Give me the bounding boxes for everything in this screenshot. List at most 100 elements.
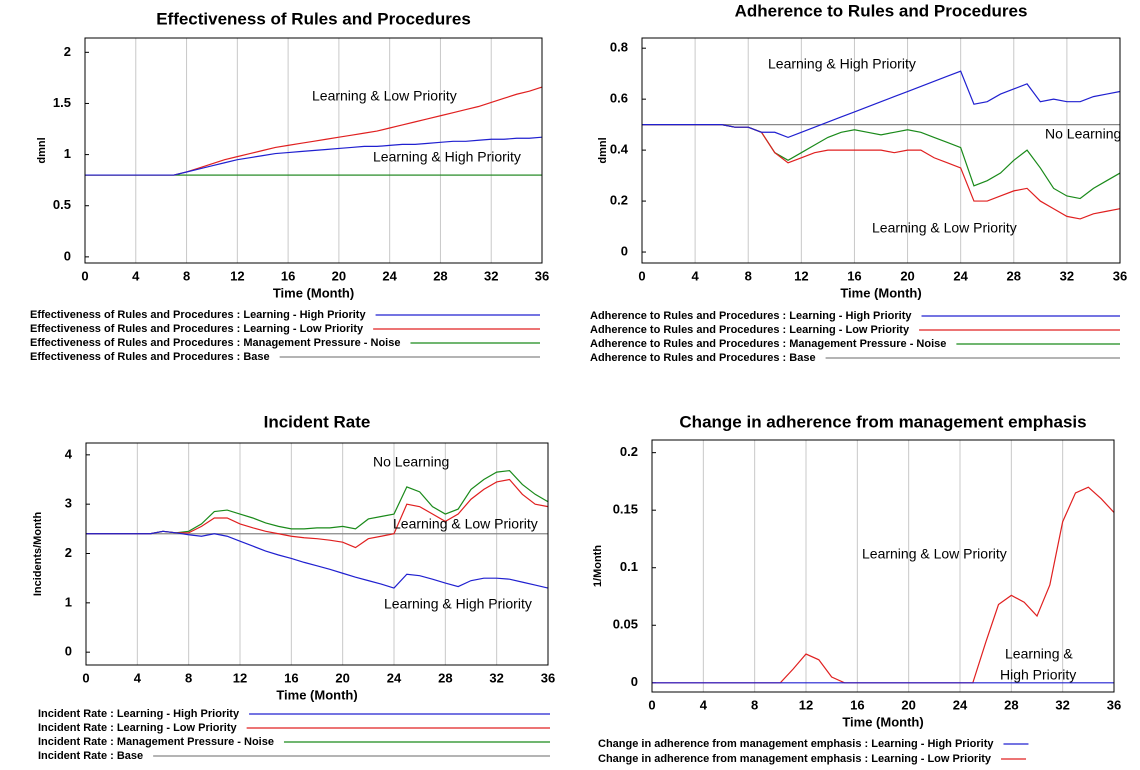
x-tick-label: 0 xyxy=(81,268,88,283)
x-axis-label: Time (Month) xyxy=(273,285,354,300)
x-tick-label: 12 xyxy=(233,670,247,685)
x-tick-label: 0 xyxy=(648,697,655,712)
annotation: Learning & Low Priority xyxy=(872,220,1017,236)
legend-label: Incident Rate : Learning - High Priority xyxy=(38,708,240,720)
y-tick-label: 0.8 xyxy=(610,40,628,55)
annotation: Learning & Low Priority xyxy=(862,546,1007,562)
x-tick-label: 8 xyxy=(745,268,752,283)
plot-frame xyxy=(641,37,1121,264)
x-tick-label: 4 xyxy=(691,268,699,283)
x-tick-label: 4 xyxy=(700,697,708,712)
y-axis-label: dmnl xyxy=(597,137,609,163)
x-tick-label: 8 xyxy=(751,697,758,712)
x-tick-label: 32 xyxy=(484,268,498,283)
y-tick-label: 0.1 xyxy=(620,559,638,574)
plot-area xyxy=(652,440,1114,692)
chart-title: Incident Rate xyxy=(264,412,371,431)
y-tick-label: 1 xyxy=(64,146,71,161)
y-tick-label: 3 xyxy=(65,496,72,511)
x-tick-label: 20 xyxy=(332,268,346,283)
x-tick-label: 36 xyxy=(535,268,549,283)
x-tick-label: 4 xyxy=(134,670,142,685)
x-tick-label: 12 xyxy=(799,697,813,712)
legend-label: Effectiveness of Rules and Procedures : … xyxy=(30,337,400,349)
x-tick-label: 4 xyxy=(132,268,140,283)
y-axis-label: 1/Month xyxy=(592,545,604,587)
x-tick-label: 28 xyxy=(1004,697,1018,712)
legend-label: Adherence to Rules and Procedures : Base xyxy=(590,352,816,364)
x-tick-label: 24 xyxy=(953,697,968,712)
plot-frame xyxy=(651,439,1115,693)
annotation: Learning & xyxy=(1005,646,1073,662)
legend-label: Effectiveness of Rules and Procedures : … xyxy=(30,323,364,335)
x-tick-label: 20 xyxy=(900,268,914,283)
x-tick-label: 20 xyxy=(335,670,349,685)
legend-label: Change in adherence from management emph… xyxy=(598,753,992,765)
y-tick-label: 0.6 xyxy=(610,91,628,106)
series-line xyxy=(85,136,543,176)
legend-label: Effectiveness of Rules and Procedures : … xyxy=(30,309,366,321)
legend-label: Adherence to Rules and Procedures : Mana… xyxy=(590,338,946,350)
x-tick-label: 16 xyxy=(281,268,295,283)
y-tick-label: 2 xyxy=(65,545,72,560)
legend-label: Incident Rate : Learning - Low Priority xyxy=(38,722,238,734)
x-tick-label: 12 xyxy=(794,268,808,283)
plot-area xyxy=(86,443,548,665)
x-axis-label: Time (Month) xyxy=(276,687,357,702)
plot-frame xyxy=(84,37,543,264)
y-tick-label: 0 xyxy=(65,644,72,659)
x-tick-label: 28 xyxy=(438,670,452,685)
y-tick-label: 0.5 xyxy=(53,197,71,212)
y-tick-label: 0.2 xyxy=(620,444,638,459)
y-tick-label: 0.05 xyxy=(613,617,638,632)
legend-label: Adherence to Rules and Procedures : Lear… xyxy=(590,310,912,322)
x-tick-label: 32 xyxy=(1060,268,1074,283)
plot-frame xyxy=(85,442,549,666)
legend-label: Change in adherence from management emph… xyxy=(598,738,994,750)
x-tick-label: 36 xyxy=(1113,268,1127,283)
x-tick-label: 8 xyxy=(185,670,192,685)
legend-label: Incident Rate : Management Pressure - No… xyxy=(38,736,274,748)
x-axis-label: Time (Month) xyxy=(842,714,923,729)
x-tick-label: 28 xyxy=(1007,268,1021,283)
y-tick-label: 0 xyxy=(64,248,71,263)
y-tick-label: 0.4 xyxy=(610,142,629,157)
annotation: High Priority xyxy=(1000,667,1076,683)
x-tick-label: 20 xyxy=(901,697,915,712)
annotation: No Learning xyxy=(1045,126,1121,142)
x-tick-label: 8 xyxy=(183,268,190,283)
y-tick-label: 0 xyxy=(631,674,638,689)
x-tick-label: 28 xyxy=(433,268,447,283)
x-tick-label: 0 xyxy=(638,268,645,283)
x-axis-label: Time (Month) xyxy=(840,285,921,300)
y-tick-label: 0.15 xyxy=(613,502,638,517)
legend-label: Effectiveness of Rules and Procedures : … xyxy=(30,351,270,363)
x-tick-label: 36 xyxy=(541,670,555,685)
x-tick-label: 24 xyxy=(382,268,397,283)
annotation: Learning & Low Priority xyxy=(312,88,457,104)
x-tick-label: 16 xyxy=(847,268,861,283)
annotation: Learning & Low Priority xyxy=(393,516,538,532)
y-axis-label: Incidents/Month xyxy=(32,512,44,597)
annotation: No Learning xyxy=(373,454,449,470)
chart-title: Change in adherence from management emph… xyxy=(679,412,1086,431)
y-tick-label: 4 xyxy=(65,446,73,461)
y-tick-label: 1 xyxy=(65,594,72,609)
x-tick-label: 24 xyxy=(387,670,402,685)
legend-label: Incident Rate : Base xyxy=(38,750,143,762)
chart-title: Effectiveness of Rules and Procedures xyxy=(156,9,471,28)
x-tick-label: 24 xyxy=(953,268,968,283)
y-tick-label: 0.2 xyxy=(610,193,628,208)
x-tick-label: 16 xyxy=(850,697,864,712)
x-tick-label: 32 xyxy=(489,670,503,685)
series-line xyxy=(642,70,1121,139)
chart-title: Adherence to Rules and Procedures xyxy=(735,1,1028,20)
legend-label: Adherence to Rules and Procedures : Lear… xyxy=(590,324,910,336)
y-axis-label: dmnl xyxy=(36,137,48,163)
annotation: Learning & High Priority xyxy=(768,56,916,72)
y-tick-label: 0 xyxy=(621,243,628,258)
annotation: Learning & High Priority xyxy=(384,596,532,612)
x-tick-label: 16 xyxy=(284,670,298,685)
x-tick-label: 12 xyxy=(230,268,244,283)
